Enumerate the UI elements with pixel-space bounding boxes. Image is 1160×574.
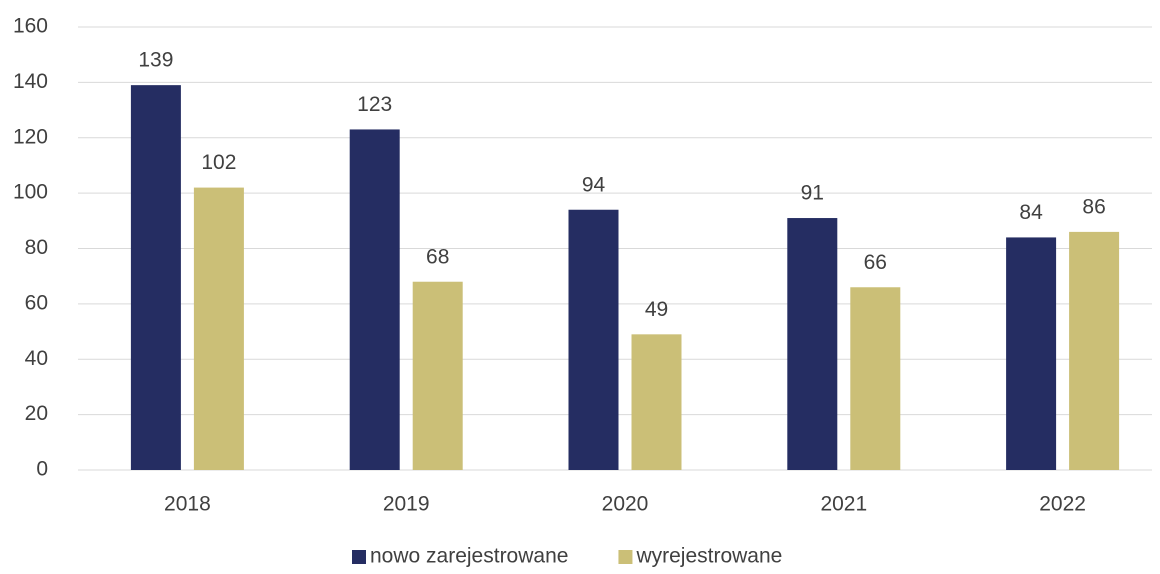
data-label: 94 <box>582 173 606 196</box>
y-tick-label: 160 <box>13 15 48 38</box>
bar <box>631 334 682 470</box>
bar <box>568 209 619 471</box>
data-label: 139 <box>138 49 173 72</box>
x-tick-label: 2022 <box>1039 493 1086 516</box>
y-tick-label: 80 <box>25 236 48 259</box>
data-label: 86 <box>1082 195 1105 218</box>
data-label: 102 <box>201 151 236 174</box>
legend-label: nowo zarejestrowane <box>370 545 568 568</box>
bar <box>130 85 181 471</box>
legend-swatch <box>352 550 366 564</box>
bar <box>349 129 400 470</box>
data-label: 84 <box>1019 201 1043 224</box>
bar <box>1069 231 1120 470</box>
x-tick-label: 2020 <box>602 493 649 516</box>
x-tick-label: 2021 <box>820 493 867 516</box>
data-label: 91 <box>801 182 824 205</box>
bar <box>412 281 463 470</box>
data-label: 49 <box>645 298 668 321</box>
y-tick-label: 120 <box>13 125 48 148</box>
y-tick-label: 140 <box>13 70 48 93</box>
y-tick-label: 100 <box>13 181 48 204</box>
bar <box>193 187 244 470</box>
bar <box>850 287 901 470</box>
y-tick-label: 40 <box>25 347 48 370</box>
data-label: 123 <box>357 93 392 116</box>
legend-label: wyrejestrowane <box>635 545 782 568</box>
x-tick-label: 2018 <box>164 493 211 516</box>
x-tick-label: 2019 <box>383 493 430 516</box>
y-tick-label: 20 <box>25 402 48 425</box>
data-label: 68 <box>426 245 449 268</box>
bar <box>787 218 838 470</box>
bar <box>1006 237 1057 470</box>
y-tick-label: 0 <box>36 458 48 481</box>
data-label: 66 <box>864 251 887 274</box>
y-tick-label: 60 <box>25 291 48 314</box>
legend-swatch <box>618 550 633 564</box>
